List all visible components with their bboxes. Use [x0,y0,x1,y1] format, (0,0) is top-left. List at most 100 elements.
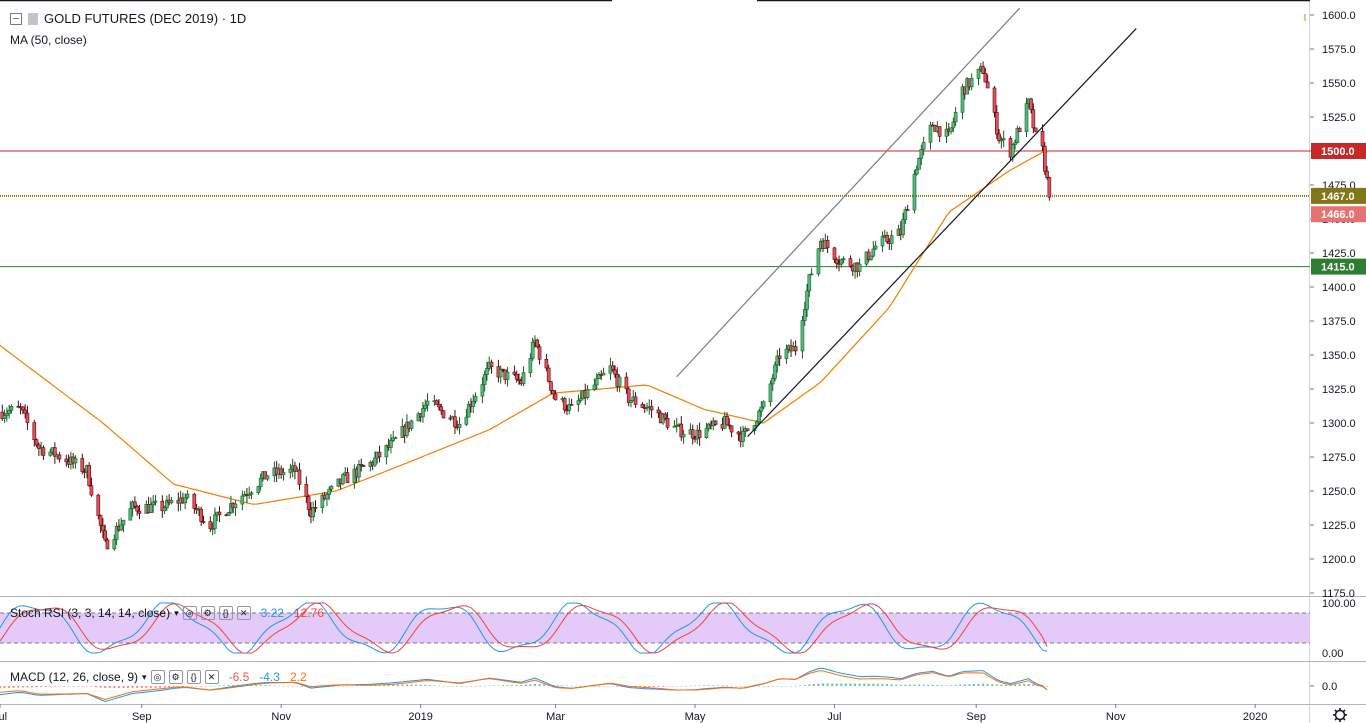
macd-hist-bar [1014,684,1017,686]
price-tick-label: 1200.0 [1322,554,1356,566]
macd-hist-bar [511,685,514,686]
macd-hist-bar [337,686,340,687]
macd-hist-bar [456,686,459,687]
macd-hist-bar [181,686,184,687]
chevron-down-icon[interactable]: ▾ [174,607,179,618]
symbol-title[interactable]: GOLD FUTURES (DEC 2019) · 1D [44,11,247,26]
macd-hist-bar [419,684,422,686]
gear-icon[interactable] [1333,708,1347,722]
candle-body [802,309,807,321]
candle-body [537,346,542,360]
source-icon[interactable]: {} [218,606,233,620]
candle-body [133,501,137,507]
macd-hist-bar [597,686,600,687]
macd-hist-bar [223,685,226,686]
chevron-down-icon[interactable]: ▾ [142,671,147,682]
macd-hist-bar [895,684,898,686]
macd-hist-bar [213,685,216,687]
macd-hist-bar [881,683,884,686]
macd-hist-bar [913,684,916,686]
macd-hist-bar [684,685,687,687]
macd-hist-bar [104,686,107,689]
candle-body [357,464,361,478]
ma-legend[interactable]: MA (50, close) [10,33,87,47]
settings-icon[interactable]: ⚙ [168,670,183,684]
candle-body [32,422,37,440]
candle-body [1015,128,1020,143]
collapse-icon[interactable] [10,12,22,25]
macd-hist-bar [53,686,56,687]
stoch-legend: Stoch RSI (3, 3, 14, 14, close) ▾ ◎ ⚙ {}… [10,606,324,620]
macd-hist-bar [835,683,838,686]
macd-hist-bar [739,686,742,687]
candle-body [727,424,732,427]
macd-hist-bar [780,685,783,687]
macd-hist-bar [81,686,84,687]
macd-label[interactable]: MACD (12, 26, close, 9) [10,670,139,684]
candle-body [999,139,1004,142]
macd-hist-bar [556,685,559,686]
candle-body [562,398,567,411]
close-icon[interactable]: ✕ [236,606,251,620]
macd-hist-bar [0,686,1,689]
macd-hist-bar [159,686,162,688]
macd-hist-bar [90,686,93,687]
macd-hist-bar [611,686,614,687]
candle-body [825,240,830,249]
candle-body [341,474,345,485]
source-icon[interactable]: {} [186,670,201,684]
eye-icon[interactable]: ◎ [182,606,197,620]
candle-body [969,78,974,88]
macd-hist-bar [1018,684,1021,686]
candle-body [53,447,57,457]
macd-hist-bar [666,686,669,687]
stoch-label[interactable]: Stoch RSI (3, 3, 14, 14, close) [10,606,171,620]
horizontal-levels[interactable] [0,150,1310,268]
macd-hist-bar [396,684,399,686]
macd-hist-bar [204,686,207,687]
candle-body [213,514,217,529]
settings-icon[interactable]: ⚙ [200,606,215,620]
time-axis[interactable]: Jul Sep Nov 2019 Mar May Jul Sep Nov 2020 [0,704,1267,723]
trend-lines[interactable] [676,7,1137,438]
macd-hist-bar [67,686,70,687]
macd-hist-bar [1000,684,1003,686]
macd-hist-bar [31,686,34,688]
candle-body [361,465,366,467]
candle-body [34,439,39,446]
stoch-d-value: 12.76 [293,606,324,620]
candle-body [725,415,729,426]
candle-body [530,341,535,359]
price-tick-label: 1300.0 [1322,418,1356,430]
macd-hist-bar [849,683,852,686]
macd-hist-bar [840,683,843,686]
macd-hist-bar [122,686,125,688]
macd-hist-bar [296,686,299,687]
candle-body [777,355,782,359]
macd-hist-bar [172,686,175,688]
price-axis[interactable]: 1175.0 1200.0 1225.0 1250.0 1275.0 1300.0 1325… [1310,10,1356,600]
stoch-d-line [0,602,1048,654]
macd-hist-bar [904,684,907,686]
macd-hist-bar [300,686,303,687]
macd-legend: MACD (12, 26, close, 9) ▾ ◎ ⚙ {} ✕ -6.5 … [10,670,307,684]
candle-body [416,413,421,422]
macd-hist-bar [698,685,701,687]
close-icon[interactable]: ✕ [204,670,219,684]
candle-body [482,374,487,385]
candle-body [2,415,7,419]
main-pane[interactable] [0,0,1310,596]
macd-hist-bar [191,686,194,687]
eye-icon[interactable]: ◎ [150,670,165,684]
macd-hist-bar [858,683,861,686]
macd-hist-bar [931,684,934,686]
candle-body [592,384,597,390]
candle-body [325,494,329,500]
macd-hist-bar [652,686,655,687]
candle-body [633,396,638,405]
macd-hist-bar [282,685,285,687]
macd-hist-bar [785,685,788,687]
candle-body [1045,170,1049,178]
macd-hist-bar [17,686,20,688]
